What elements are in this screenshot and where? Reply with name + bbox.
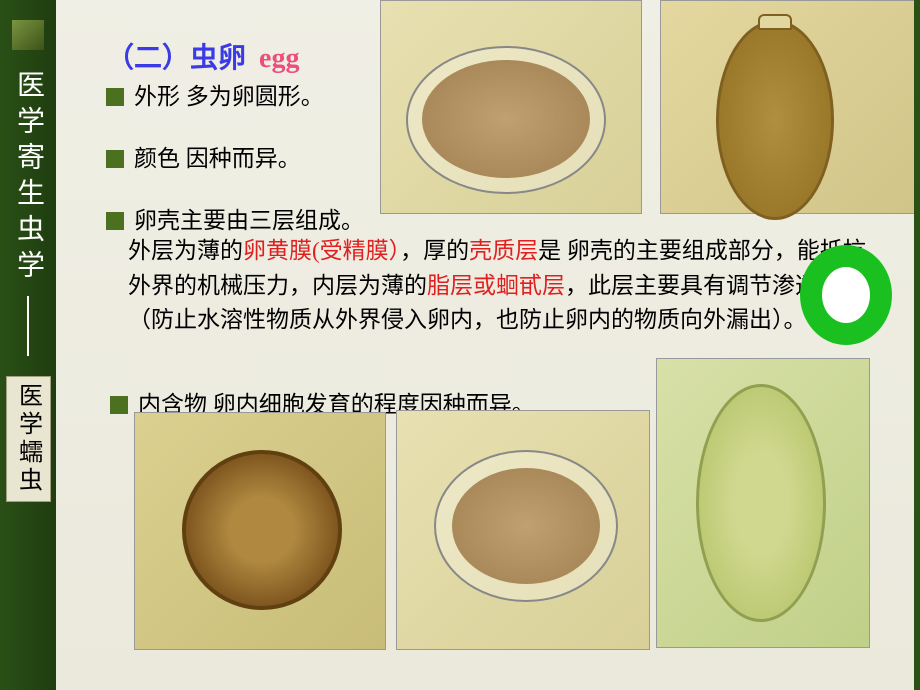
section-title: （二）虫卵 egg bbox=[106, 36, 299, 76]
b3-hl1: 卵黄膜(受精膜） bbox=[243, 238, 400, 263]
egg-content-1 bbox=[422, 60, 590, 178]
title-chinese: （二）虫卵 bbox=[106, 43, 246, 74]
right-border bbox=[914, 0, 920, 690]
b3-mid1: ，厚的 bbox=[400, 238, 469, 263]
egg-diagram-ring bbox=[800, 245, 892, 345]
bullet-3-body: 外层为薄的卵黄膜(受精膜），厚的壳质层是 卵壳的主要组成部分，能抵抗外界的机械压… bbox=[128, 234, 888, 338]
sidebar-box: 医学蠕虫 bbox=[6, 376, 51, 502]
bullet-1: 外形 多为卵圆形。 bbox=[106, 80, 324, 115]
title-english: egg bbox=[259, 43, 299, 74]
sidebar: 医学寄生虫学 医学蠕虫 bbox=[0, 0, 56, 690]
egg-content-4 bbox=[452, 468, 600, 584]
b3-hl3: 脂层或蛔甙层 bbox=[427, 273, 565, 298]
sidebar-decor-icon bbox=[12, 20, 44, 50]
bullet-icon bbox=[106, 212, 124, 230]
egg-operculum-2 bbox=[758, 14, 792, 30]
egg-shell-5 bbox=[696, 384, 826, 622]
content-area: （二）虫卵 egg 外形 多为卵圆形。 颜色 因种而异。 卵壳主要由三层组成。 … bbox=[56, 0, 920, 690]
sidebar-main-text: 医学寄生虫学 bbox=[8, 70, 48, 286]
egg-shell-3 bbox=[182, 450, 342, 610]
bullet-icon bbox=[106, 150, 124, 168]
bullet-3-text: 卵壳主要由三层组成。 bbox=[134, 208, 364, 233]
sidebar-box-text: 医学蠕虫 bbox=[11, 383, 46, 495]
b3-pre: 外层为薄的 bbox=[128, 238, 243, 263]
bullet-icon bbox=[106, 88, 124, 106]
egg-shell-2 bbox=[716, 20, 834, 220]
bullet-1-text: 外形 多为卵圆形。 bbox=[134, 84, 324, 109]
sidebar-divider bbox=[27, 296, 29, 356]
bullet-2: 颜色 因种而异。 bbox=[106, 142, 301, 177]
b3-hl2: 壳质层 bbox=[469, 238, 538, 263]
bullet-2-text: 颜色 因种而异。 bbox=[134, 146, 301, 171]
bullet-icon bbox=[110, 396, 128, 414]
